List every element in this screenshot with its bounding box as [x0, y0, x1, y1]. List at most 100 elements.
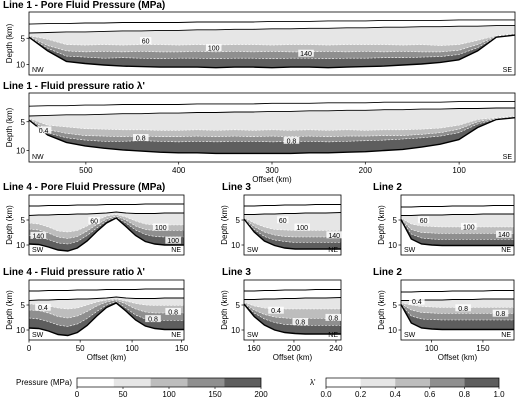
band-layer-4 — [29, 34, 515, 68]
y-axis-label: Depth (km) — [5, 290, 14, 330]
colorbar-swatch — [326, 378, 361, 387]
contour-label-bg — [165, 236, 181, 244]
basement-line — [28, 117, 516, 155]
contour-line-3 — [243, 218, 341, 243]
y-axis-label: Depth (km) — [220, 205, 229, 245]
contour-label: 140 — [32, 233, 44, 240]
y-tick-label: 10 — [16, 241, 25, 250]
corner-label-right: SE — [503, 154, 513, 161]
horizon-line-2 — [28, 211, 184, 216]
band-layer-3 — [401, 303, 514, 320]
horizon-line-1 — [401, 290, 514, 293]
band-layer-4 — [401, 304, 514, 330]
contour-label: 60 — [420, 218, 428, 225]
contour-label: 0.8 — [328, 315, 338, 322]
panel-title: Line 2 — [373, 267, 402, 278]
horizon-line-1 — [401, 205, 514, 208]
colorbar-swatch — [395, 378, 430, 387]
contour-line-3 — [400, 218, 514, 240]
panel-frame — [243, 279, 342, 341]
contour-line-2 — [400, 218, 514, 234]
panel-title: Line 2 — [373, 182, 402, 193]
basement-line — [28, 217, 184, 252]
band-layer-4 — [244, 218, 341, 249]
colorbar-tick-label: 200 — [254, 390, 268, 399]
colorbar-tick-label: 50 — [119, 390, 128, 399]
corner-label-left: NW — [32, 67, 44, 74]
y-tick-label: 5 — [21, 301, 26, 310]
contour-label-bg — [292, 318, 309, 326]
corner-label-right: NE — [171, 247, 181, 254]
contour-line-3 — [28, 116, 516, 143]
contour-label: 0.4 — [39, 128, 49, 135]
contour-label-bg — [283, 136, 300, 144]
colorbar-tick-label: 0.8 — [459, 390, 471, 399]
band-layer-2 — [29, 214, 184, 239]
panel-l1r: Line 1 - Fluid pressure ratio λ' 5 10Depth… — [3, 81, 516, 184]
x-tick-label: 150 — [175, 344, 189, 353]
contour-line-1 — [28, 298, 184, 310]
horizon-line-2 — [28, 296, 184, 301]
corner-label-right: NE — [171, 332, 181, 339]
contour-label-bg — [145, 315, 161, 323]
contour-label: 60 — [279, 218, 287, 225]
horizon-line-1 — [244, 289, 341, 292]
corner-label-left: SW — [247, 247, 259, 254]
corner-label-left: SW — [247, 332, 259, 339]
colorbar-title: Pressure (MPa) — [16, 378, 72, 387]
band-layer-2 — [29, 116, 515, 137]
colorbar-tick-label: 0.4 — [390, 390, 402, 399]
contour-label: 100 — [155, 225, 167, 232]
panel-title: Line 3 — [222, 267, 251, 278]
contour-label: 100 — [167, 238, 179, 245]
band-layer-1 — [401, 299, 514, 308]
contour-label-bg — [30, 231, 47, 239]
contour-label-bg — [139, 37, 152, 45]
contour-line-3 — [28, 216, 184, 245]
y-axis-label: Depth (km) — [377, 290, 386, 330]
y-axis-label: Depth (km) — [5, 23, 14, 63]
panel-title: Line 1 - Fluid pressure ratio λ' — [3, 81, 145, 92]
contour-label-bg — [298, 49, 314, 57]
contour-label: 140 — [300, 51, 312, 58]
contour-label-bg — [152, 223, 169, 231]
y-tick-label: 10 — [16, 61, 25, 70]
contour-label: 0.8 — [496, 311, 506, 318]
band-layer-3 — [29, 34, 515, 59]
y-tick-label: 5 — [236, 301, 241, 310]
contour-label-bg — [277, 216, 289, 224]
x-axis-label: Offset (km) — [273, 353, 313, 362]
contour-label: 0.8 — [148, 317, 158, 324]
x-axis-label: Offset (km) — [87, 353, 127, 362]
colorbar-swatch — [464, 378, 499, 387]
x-tick-label: 200 — [287, 344, 301, 353]
x-tick-label: 500 — [79, 166, 93, 175]
y-tick-label: 5 — [236, 216, 241, 225]
colorbar-swatch — [429, 378, 465, 387]
colorbar-tick-label: 100 — [162, 390, 176, 399]
x-axis-label: Offset (km) — [438, 353, 478, 362]
y-tick-label: 10 — [16, 326, 25, 335]
horizon-line-1 — [28, 19, 515, 25]
contour-label: 0.8 — [287, 138, 297, 145]
x-tick-label: 100 — [125, 344, 139, 353]
corner-label-left: NW — [32, 154, 44, 161]
basement-line — [28, 34, 516, 69]
contour-line-3 — [400, 303, 514, 321]
horizon-line-2 — [28, 25, 515, 34]
band-layer-1 — [29, 297, 184, 309]
colorbar-swatch — [360, 378, 396, 387]
panel-l1p: Line 1 - Pore Fluid Pressure (MPa) 5 10Dep… — [3, 0, 516, 76]
contour-label: 0.8 — [458, 306, 468, 313]
contour-line-1 — [400, 217, 514, 228]
contour-label-bg — [409, 297, 425, 305]
colorbar-tick-label: 0.0 — [320, 390, 332, 399]
colorbar-swatch — [224, 378, 261, 387]
colorbar-pbar: 0 50 100 150 200 Pressure (MPa) — [16, 377, 268, 399]
panel-title: Line 4 - Fluid pressure ratio λ' — [3, 267, 145, 278]
band-layer-2 — [29, 299, 184, 318]
horizon-line-2 — [28, 107, 515, 117]
